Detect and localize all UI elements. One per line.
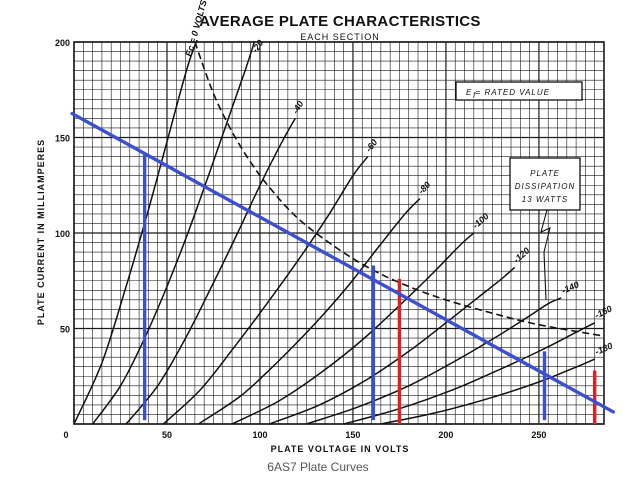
x-axis-label: PLATE VOLTAGE IN VOLTS <box>271 444 410 454</box>
chart-grid <box>73 41 605 425</box>
chart-title: AVERAGE PLATE CHARACTERISTICS <box>199 13 481 30</box>
operating-point-markers <box>142 154 597 424</box>
filament-annotation-subscript: f <box>473 91 476 100</box>
curve-label: -140 <box>560 279 581 295</box>
chart-caption: 6AS7 Plate Curves <box>267 460 368 474</box>
x-tick-label: 150 <box>345 430 360 440</box>
load-line <box>70 111 615 414</box>
dissipation-pointer <box>540 209 551 301</box>
y-tick-label: 100 <box>55 229 70 239</box>
curve-line <box>231 232 475 425</box>
curve-line <box>125 118 296 425</box>
curve-line <box>73 40 198 425</box>
filament-annotation-text: E = RATED VALUE <box>466 88 550 97</box>
y-axis-label: PLATE CURRENT IN MILLIAMPERES <box>36 139 46 325</box>
x-tick-label: 50 <box>162 430 172 440</box>
x-tick-label: 200 <box>438 430 453 440</box>
dissipation-line-3: 13 WATTS <box>522 195 568 204</box>
curve-line <box>162 156 369 425</box>
x-tick-label: 0 <box>63 430 68 440</box>
dissipation-annotation-box: PLATE DISSIPATION 13 WATTS <box>509 157 581 301</box>
curve-line <box>380 358 595 425</box>
curve-line <box>306 297 562 425</box>
plot-frame <box>73 41 605 425</box>
y-tick-label: 150 <box>55 134 70 144</box>
dissipation-line-2: DISSIPATION <box>515 182 576 191</box>
curve-line <box>91 41 256 425</box>
axis-ticks: 0 50 100 150 200 250 50 100 150 200 <box>55 38 546 440</box>
x-tick-label: 100 <box>252 430 267 440</box>
curve-label: -60 <box>364 137 380 153</box>
dissipation-line-1: PLATE <box>530 169 560 178</box>
y-tick-label: 200 <box>55 38 70 48</box>
filament-annotation-box: E = RATED VALUE f <box>455 81 583 101</box>
y-tick-label: 50 <box>60 325 70 335</box>
curve-label: -80 <box>416 180 432 196</box>
curve-line <box>269 266 516 425</box>
x-tick-label: 250 <box>531 430 546 440</box>
curve-label: -120 <box>511 245 531 264</box>
curve-label: -40 <box>290 99 305 115</box>
curve-line <box>198 198 421 425</box>
chart-subtitle: EACH SECTION <box>300 32 380 42</box>
curve-label: -20 <box>250 38 266 54</box>
